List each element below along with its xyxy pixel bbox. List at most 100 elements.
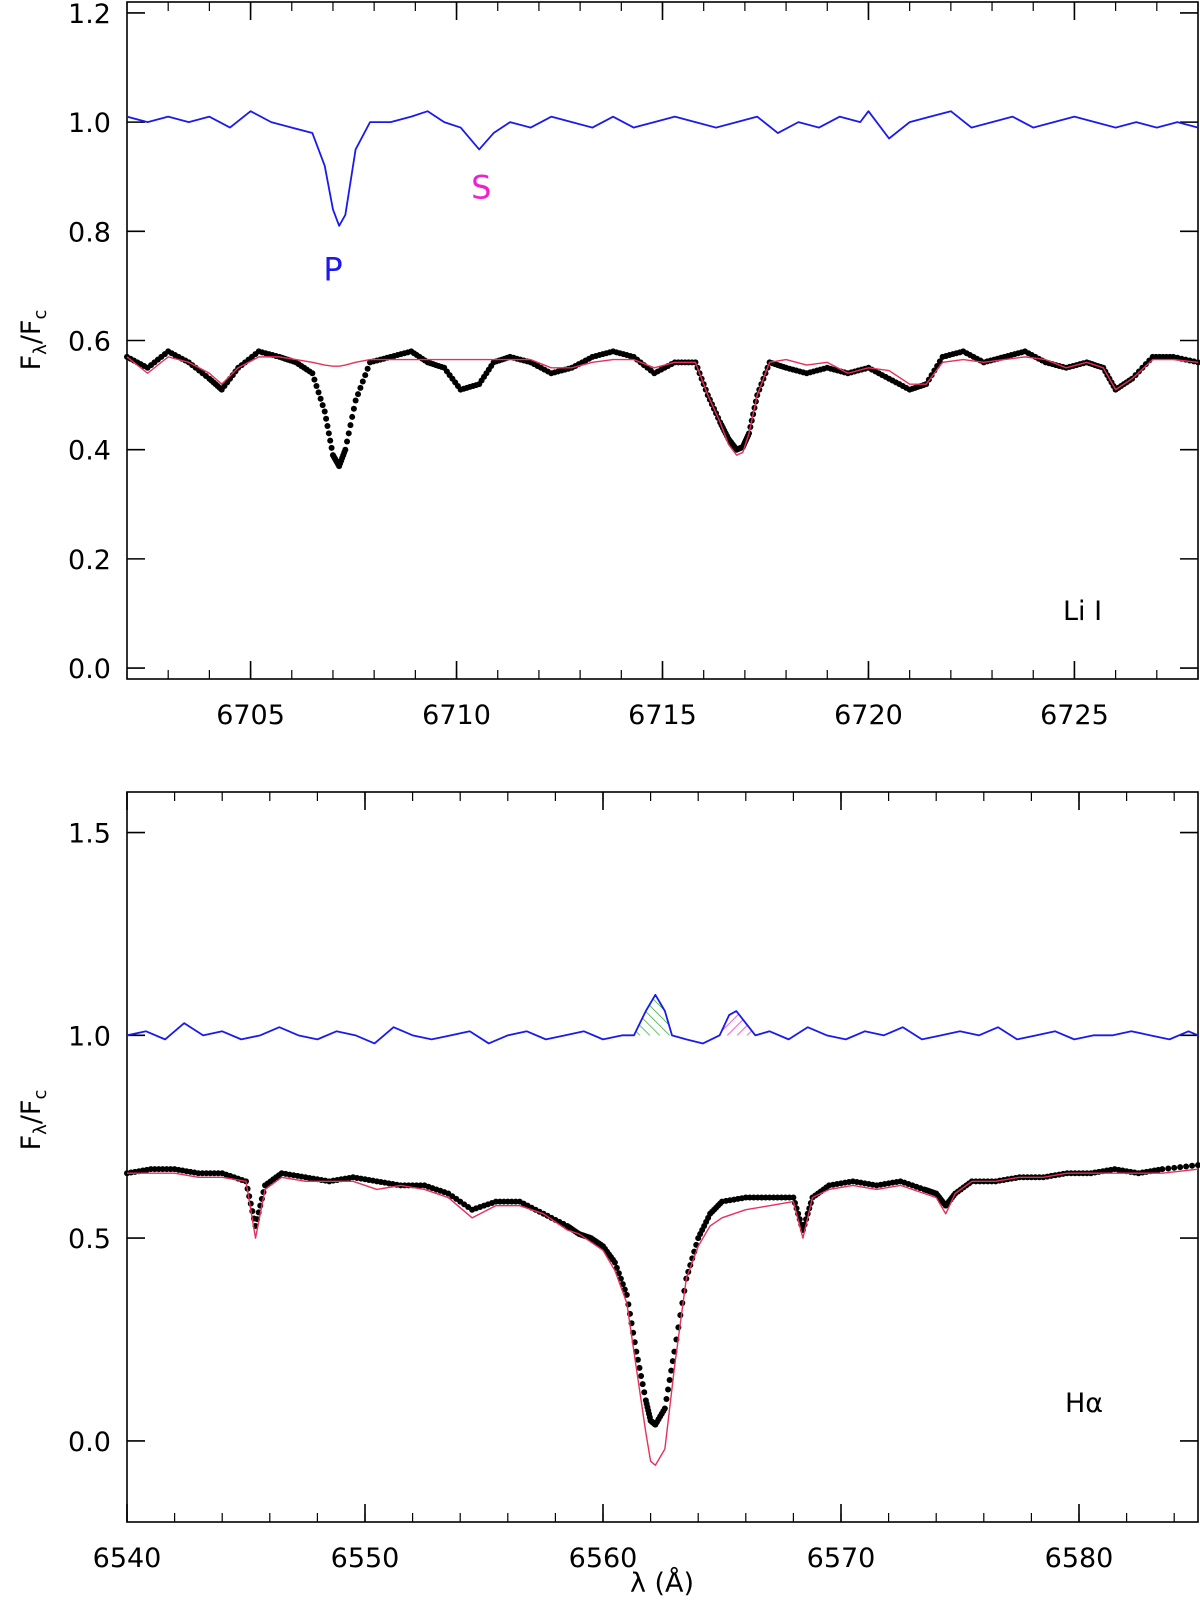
observed-point	[352, 397, 359, 404]
observed-point	[1165, 1165, 1172, 1172]
observed-point	[313, 382, 320, 389]
observed-point	[928, 372, 935, 379]
line-label-s: S	[471, 169, 491, 207]
residual-spectrum-line	[126, 993, 1199, 1045]
observed-point	[1159, 1166, 1166, 1173]
observed-point	[623, 1291, 630, 1298]
observed-point	[342, 446, 349, 453]
y-title-sub2-halpha: c	[30, 1090, 51, 1100]
y-tick-label: 1.0	[68, 1021, 111, 1052]
observed-point	[317, 395, 324, 402]
plot-frame-halpha	[126, 791, 1199, 1523]
ticks-halpha: 6540 6550 6560 6570 6580 0.0 0.5 1.0 1.5	[68, 792, 1198, 1574]
x-axis-title-halpha: λ (Å)	[630, 1567, 694, 1599]
observed-point	[362, 372, 369, 379]
y-tick-label: 0.6	[68, 327, 111, 358]
y-title-sub1-halpha: λ	[30, 1124, 51, 1135]
observed-point	[677, 1312, 684, 1319]
panel-li: 6705 6710 6715 6720 6725 0.0 0.2 0.4 0.6 0.8 1.0 1.…	[16, 0, 1200, 731]
observed-point	[324, 423, 331, 430]
line-labels-li: PS	[323, 169, 491, 289]
observed-point	[349, 413, 356, 420]
x-tick-label: 6705	[216, 700, 285, 731]
observed-point	[1171, 1164, 1178, 1171]
hatched-emission-area	[633, 994, 673, 1036]
observed-point	[328, 444, 335, 451]
observed-point	[634, 1356, 641, 1363]
x-tick-label: 6715	[628, 700, 697, 731]
observed-point	[321, 408, 328, 415]
y-tick-label: 1.5	[68, 819, 111, 850]
y-title-sep-halpha: /F	[16, 1100, 47, 1125]
x-tick-label: 6720	[834, 700, 903, 731]
observed-point	[309, 370, 316, 377]
observed-point	[613, 1264, 620, 1271]
observed-point	[325, 430, 332, 437]
y-title-sub2-li: c	[30, 310, 51, 320]
observed-point	[327, 437, 334, 444]
synthetic-spectrum-line	[126, 356, 1199, 456]
plot-frame-li	[126, 1, 1199, 680]
residual-spectrum-line	[126, 110, 1199, 227]
observed-point	[790, 1194, 797, 1201]
y-axis-title-halpha: Fλ/Fc	[16, 1090, 51, 1151]
observed-point	[359, 378, 366, 385]
observed-point	[615, 1270, 622, 1277]
panel-halpha: 6540 6550 6560 6570 6580 0.0 0.5 1.0 1.5 Hα Fλ/F…	[16, 791, 1200, 1599]
observed-point	[619, 1281, 626, 1288]
observed-point	[661, 1405, 668, 1412]
observed-point	[1177, 1164, 1184, 1171]
observed-point	[621, 1286, 628, 1293]
observed-point	[347, 422, 354, 429]
x-tick-label: 6580	[1045, 1543, 1114, 1574]
line-label-p: P	[323, 250, 342, 288]
observed-point	[663, 1395, 670, 1402]
y-title-sep-li: /F	[16, 320, 47, 345]
observed-point	[665, 1386, 672, 1393]
y-tick-label: 0.8	[68, 217, 111, 248]
y-tick-label: 0.2	[68, 545, 111, 576]
y-tick-label: 0.4	[68, 436, 111, 467]
y-tick-label: 1.2	[68, 0, 111, 30]
observed-point	[1189, 1162, 1196, 1169]
observed-point	[1195, 1162, 1200, 1169]
panel-annotation-halpha: Hα	[1065, 1388, 1103, 1419]
observed-point	[355, 391, 362, 398]
x-tick-label: 6560	[569, 1543, 638, 1574]
x-tick-label: 6570	[807, 1543, 876, 1574]
panel-annotation-li: Li I	[1063, 596, 1102, 627]
observed-point	[344, 438, 351, 445]
observed-point	[636, 1364, 643, 1371]
series-li	[124, 110, 1200, 470]
y-tick-label: 0.5	[68, 1224, 111, 1255]
x-tick-label: 6540	[93, 1543, 162, 1574]
observed-point	[345, 430, 352, 437]
observed-point	[315, 389, 322, 396]
y-title-main-li: F	[16, 355, 47, 371]
observed-point	[641, 1389, 648, 1396]
synthetic-spectrum-line	[127, 1168, 1199, 1466]
y-tick-label: 1.0	[68, 108, 111, 139]
ticks-li: 6705 6710 6715 6720 6725 0.0 0.2 0.4 0.6 0.8 1.0 1.…	[68, 0, 1199, 731]
observed-point	[639, 1381, 646, 1388]
observed-point	[669, 1358, 676, 1365]
observed-point	[364, 365, 371, 372]
x-tick-label: 6550	[331, 1543, 400, 1574]
y-title-main-halpha: F	[16, 1135, 47, 1151]
observed-point	[617, 1275, 624, 1282]
observed-point	[311, 376, 318, 383]
observed-point	[666, 1377, 673, 1384]
observed-point	[357, 384, 364, 391]
observed-point	[668, 1367, 675, 1374]
observed-point	[611, 1259, 618, 1266]
observed-point	[319, 402, 326, 409]
y-tick-label: 0.0	[68, 1427, 111, 1458]
x-tick-label: 6710	[422, 700, 491, 731]
observed-point	[638, 1373, 645, 1379]
y-title-sub1-li: λ	[30, 344, 51, 355]
observed-point	[1183, 1163, 1190, 1170]
y-axis-title-li: Fλ/Fc	[16, 310, 51, 371]
x-tick-label: 6725	[1040, 700, 1109, 731]
observed-point	[350, 405, 357, 412]
